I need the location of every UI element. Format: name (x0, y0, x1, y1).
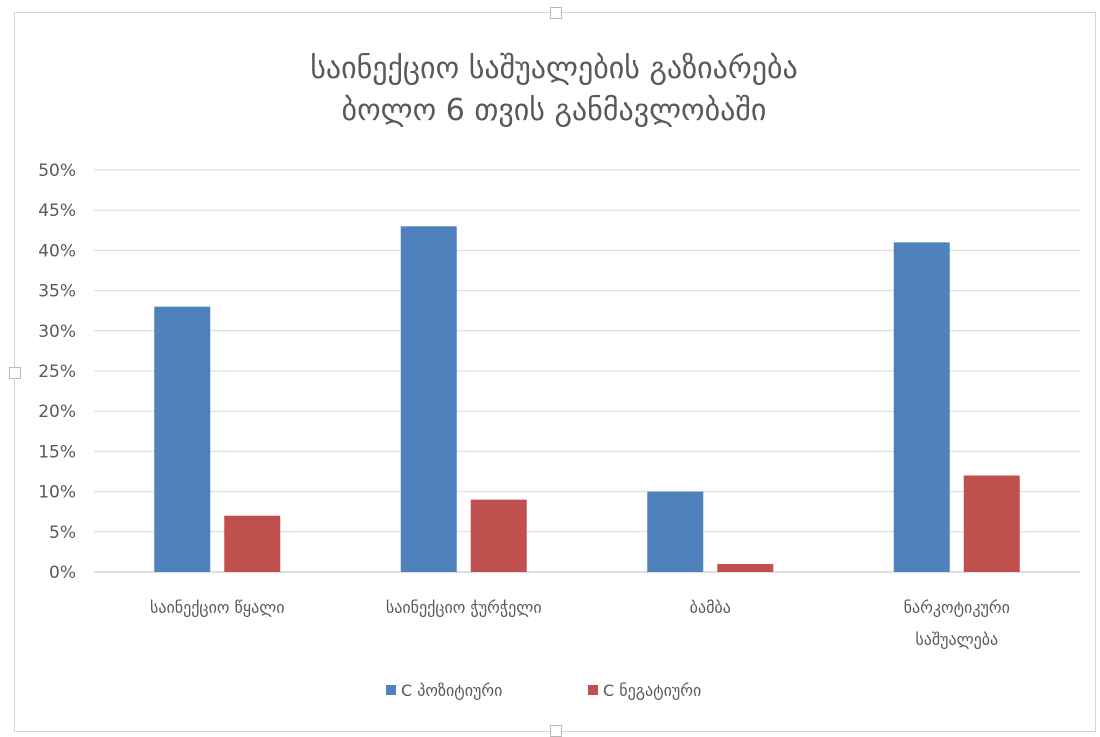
chart-title: საინექციო საშუალების გაზიარება ბოლო 6 თვი… (310, 51, 798, 128)
chart-title-line-1: საინექციო საშუალების გაზიარება (310, 51, 798, 86)
bar-series-2-category-3 (717, 563, 774, 572)
chart-title-line-2: ბოლო 6 თვის განმავლობაში (342, 93, 767, 128)
legend-label: C ნეგატიური (603, 681, 701, 700)
y-tick-label: 50% (38, 161, 76, 181)
y-tick-label: 15% (38, 442, 76, 462)
category-label: ბამბა (690, 598, 731, 617)
legend-swatch (386, 685, 396, 695)
bars (154, 226, 1020, 573)
bar-series-1-category-2 (400, 226, 457, 572)
bar-series-1-category-3 (647, 491, 704, 572)
y-tick-label: 35% (38, 282, 76, 302)
y-tick-label: 20% (38, 402, 76, 422)
bar-series-2-category-1 (224, 515, 281, 572)
bar-series-2-category-4 (963, 475, 1020, 572)
resize-handle-top[interactable] (550, 7, 562, 19)
category-label: ნარკოტიკური (904, 598, 1010, 617)
legend-label: C პოზიტიური (401, 681, 502, 700)
y-tick-label: 0% (49, 563, 76, 583)
category-label: საინექციო წყალი (150, 598, 285, 617)
resize-handle-left[interactable] (9, 367, 21, 379)
y-tick-label: 25% (38, 362, 76, 382)
bar-series-1-category-4 (893, 242, 950, 573)
category-label: საინექციო ჭურჭელი (386, 598, 542, 617)
bar-series-1-category-1 (154, 306, 211, 572)
y-tick-label: 5% (49, 523, 76, 543)
bar-series-2-category-2 (470, 499, 527, 572)
legend: C პოზიტიური C ნეგატიური (386, 681, 701, 700)
y-axis-ticks: 0% 5% 10% 15% 20% 25% 30% 35% 40% 45% 50% (38, 161, 76, 583)
category-label: საშუალება (915, 630, 998, 649)
legend-swatch (588, 685, 598, 695)
y-tick-label: 45% (38, 201, 76, 221)
x-axis-labels: საინექციო წყალი საინექციო ჭურჭელი ბამბა ნარ… (150, 598, 1010, 649)
y-tick-label: 10% (38, 483, 76, 503)
y-tick-label: 40% (38, 241, 76, 261)
y-tick-label: 30% (38, 322, 76, 342)
